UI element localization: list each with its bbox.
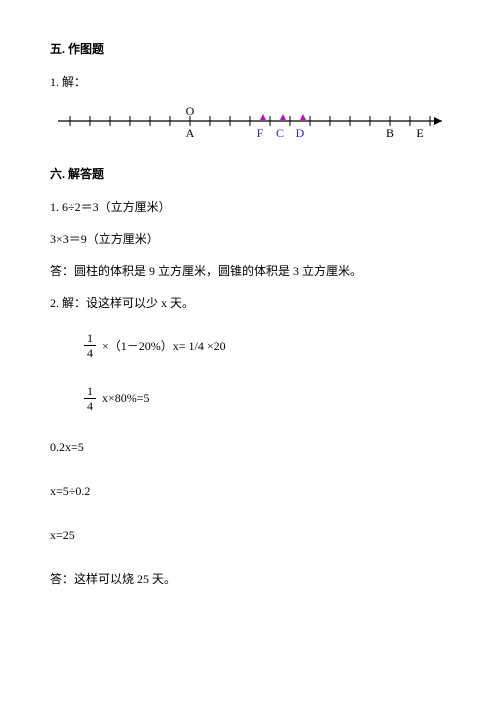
equation-3: 0.2x=5 [50,438,450,456]
svg-text:C: C [276,126,284,140]
equation-1-rhs: ×（1－20%）x= 1/4 ×20 [102,337,226,354]
problem-1-label: 1. 解： [50,73,450,91]
svg-text:A: A [186,126,195,140]
svg-text:F: F [257,126,264,140]
equation-1: 1 4 ×（1－20%）x= 1/4 ×20 [50,332,450,359]
section-5-title: 五. 作图题 [50,40,450,57]
equation-4: x=5÷0.2 [50,482,450,500]
svg-text:E: E [416,126,423,140]
svg-text:D: D [296,126,305,140]
sol-answer-1: 答：圆柱的体积是 9 立方厘米，圆锥的体积是 3 立方厘米。 [50,262,450,280]
svg-text:B: B [386,126,394,140]
fraction-2-num: 1 [84,385,96,399]
number-line-figure: OA FCD B E [50,105,450,145]
fraction-1-num: 1 [84,332,96,346]
equation-2-rhs: x×80%=5 [102,391,150,406]
section-6-title: 六. 解答题 [50,165,450,182]
fraction-1-den: 4 [84,346,96,359]
sol-answer-2: 答：这样可以烧 25 天。 [50,570,450,588]
fraction-2-den: 4 [84,399,96,412]
number-line-svg: OA FCD B E [50,105,450,145]
svg-text:O: O [186,105,195,118]
equation-5: x=25 [50,526,450,544]
problem-2-setup: 2. 解：设这样可以少 x 天。 [50,294,450,312]
fraction-2: 1 4 [84,385,96,412]
fraction-1: 1 4 [84,332,96,359]
equation-2: 1 4 x×80%=5 [50,385,450,412]
sol-line-1: 1. 6÷2＝3（立方厘米） [50,198,450,216]
sol-line-2: 3×3＝9（立方厘米） [50,230,450,248]
